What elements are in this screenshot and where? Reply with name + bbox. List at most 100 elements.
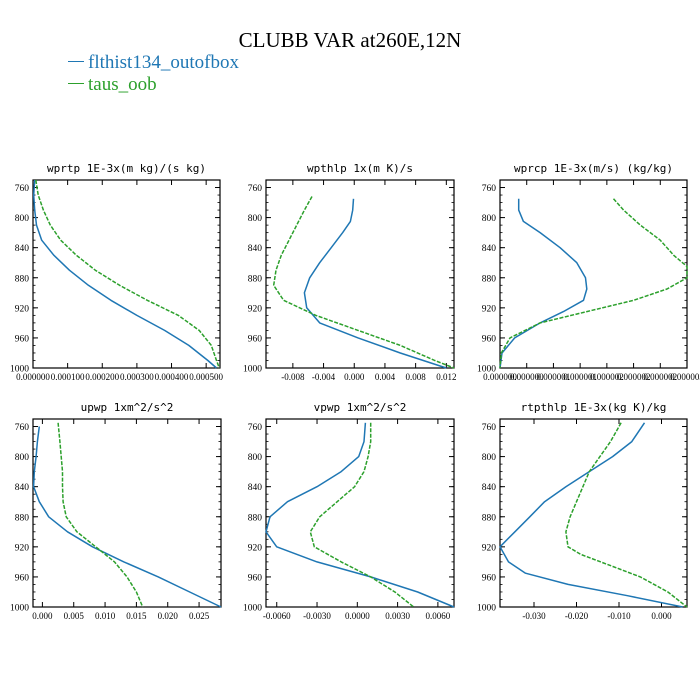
x-tick-label: 0.000100: [51, 372, 85, 382]
x-tick-label: -0.030: [522, 611, 546, 621]
y-tick-label: 840: [15, 483, 30, 493]
plot-frame: [499, 179, 688, 369]
chart-panel-2: wpthlp 1x(m K)/s 760 800 840 880 920 960 1000 -0…: [243, 162, 456, 382]
x-tick-label: 0.000001: [537, 372, 571, 382]
chart-panel-4: upwp 1xm^2/s^2 760 800 840 880 920 960 1000 0.00…: [10, 401, 222, 621]
x-tick-label: -0.004: [312, 372, 336, 382]
x-tick-label: 0.000500: [189, 372, 223, 382]
panel-title: wprtp 1E-3x(m kg)/(s kg): [47, 162, 206, 175]
x-tick-label: 0.012: [436, 372, 456, 382]
y-tick-label: 1000: [243, 365, 262, 375]
plot-frame: [265, 179, 455, 369]
y-tick-label: 760: [15, 423, 30, 433]
x-tick-label: 0.000200: [85, 372, 119, 382]
x-tick-label: 0.0060: [426, 611, 451, 621]
y-tick-label: 1000: [10, 365, 29, 375]
plot-frame: [32, 418, 222, 608]
chart-panel-6: rtpthlp 1E-3x(kg K)/kg 760 800 840 880 920 960…: [477, 401, 688, 621]
x-tick-label: 0.000001: [563, 372, 597, 382]
x-tick-label: 0.000: [651, 611, 672, 621]
series-line-taus-oob: [57, 422, 144, 608]
y-tick-label: 1000: [477, 604, 496, 614]
x-tick-label: 0.000002: [617, 372, 651, 382]
y-tick-label: 840: [482, 244, 497, 254]
y-tick-label: 840: [482, 483, 497, 493]
series-line-taus-oob: [309, 422, 415, 608]
y-tick-label: 760: [482, 184, 497, 194]
series-line-taus-oob: [565, 422, 688, 608]
y-tick-label: 960: [15, 334, 30, 344]
x-tick-label: 0.000002: [643, 372, 677, 382]
y-tick-label: 760: [482, 423, 497, 433]
chart-panel-5: vpwp 1xm^2/s^27608008408809209601000-0.0…: [243, 401, 455, 621]
y-tick-label: 920: [482, 543, 497, 553]
y-tick-label: 880: [15, 513, 30, 523]
y-tick-label: 800: [248, 214, 263, 224]
x-tick-label: 0.000000: [16, 372, 50, 382]
x-tick-label: -0.020: [565, 611, 589, 621]
x-tick-label: 0.008: [406, 372, 427, 382]
y-tick-label: 800: [482, 214, 497, 224]
series-line-taus-oob: [272, 196, 455, 369]
series-line-taus-oob: [499, 198, 688, 369]
x-tick-label: 0.010: [95, 611, 116, 621]
y-tick-label: 1000: [10, 604, 29, 614]
x-tick-label: 0.000003: [670, 372, 700, 382]
x-tick-label: 0.015: [126, 611, 147, 621]
series-line-flthist134-outofbox: [303, 198, 447, 369]
x-tick-label: 0.000: [344, 372, 365, 382]
y-tick-label: 800: [482, 453, 497, 463]
y-tick-label: 920: [248, 304, 263, 314]
y-tick-label: 800: [15, 453, 30, 463]
y-tick-label: 920: [15, 543, 30, 553]
x-tick-label: 0.025: [189, 611, 210, 621]
series-line-flthist134-outofbox: [265, 422, 455, 608]
legend-label: flthist134_outofbox: [88, 52, 239, 73]
legend-swatch: [68, 61, 84, 63]
x-tick-label: 0.005: [64, 611, 85, 621]
x-tick-label: 0.000300: [120, 372, 154, 382]
y-tick-label: 920: [482, 304, 497, 314]
y-tick-label: 960: [482, 573, 497, 583]
y-tick-label: 960: [248, 573, 263, 583]
y-tick-label: 760: [248, 184, 263, 194]
chart-panel-3: wprcp 1E-3x(m/s) (kg/kg) 760 800 840 880 920 9…: [477, 162, 700, 382]
y-tick-label: 880: [482, 274, 497, 284]
x-tick-label: 0.0000: [345, 611, 370, 621]
y-tick-label: 960: [248, 334, 263, 344]
panel-title: wpthlp 1x(m K)/s: [307, 162, 413, 175]
panel-title: vpwp 1xm^2/s^2: [314, 401, 407, 414]
x-tick-label: 0.004: [375, 372, 396, 382]
legend-item-taus-oob: taus_oob: [68, 74, 157, 96]
plot-frame: [499, 418, 688, 608]
y-tick-label: 880: [248, 513, 263, 523]
y-tick-label: 960: [15, 573, 30, 583]
y-tick-label: 840: [15, 244, 30, 254]
x-tick-label: -0.008: [281, 372, 305, 382]
plot-frame: [32, 179, 221, 369]
y-tick-label: 880: [482, 513, 497, 523]
series-line-flthist134-outofbox: [499, 422, 683, 608]
series-line-flthist134-outofbox: [32, 426, 222, 608]
x-tick-label: 0.020: [158, 611, 179, 621]
y-tick-label: 1000: [243, 604, 262, 614]
plot-frame: [265, 418, 455, 608]
x-tick-label: 0.000000: [510, 372, 544, 382]
y-tick-label: 960: [482, 334, 497, 344]
x-tick-label: 0.000400: [155, 372, 189, 382]
y-tick-label: 880: [15, 274, 30, 284]
x-tick-label: -0.010: [607, 611, 631, 621]
series-line-flthist134-outofbox: [32, 179, 217, 369]
x-tick-label: 0.000000: [483, 372, 517, 382]
y-tick-label: 840: [248, 244, 263, 254]
chart-panel-1: wprtp 1E-3x(m kg)/(s kg) 760 800 840 880 920 9…: [10, 162, 224, 382]
panel-title: wprcp 1E-3x(m/s) (kg/kg): [514, 162, 673, 175]
panel-title: upwp 1xm^2/s^2: [81, 401, 174, 414]
y-tick-label: 880: [248, 274, 263, 284]
x-tick-label: -0.0030: [303, 611, 331, 621]
y-tick-label: 760: [15, 184, 30, 194]
series-line-taus-oob: [35, 179, 221, 369]
y-tick-label: 840: [248, 483, 263, 493]
y-tick-label: 920: [15, 304, 30, 314]
